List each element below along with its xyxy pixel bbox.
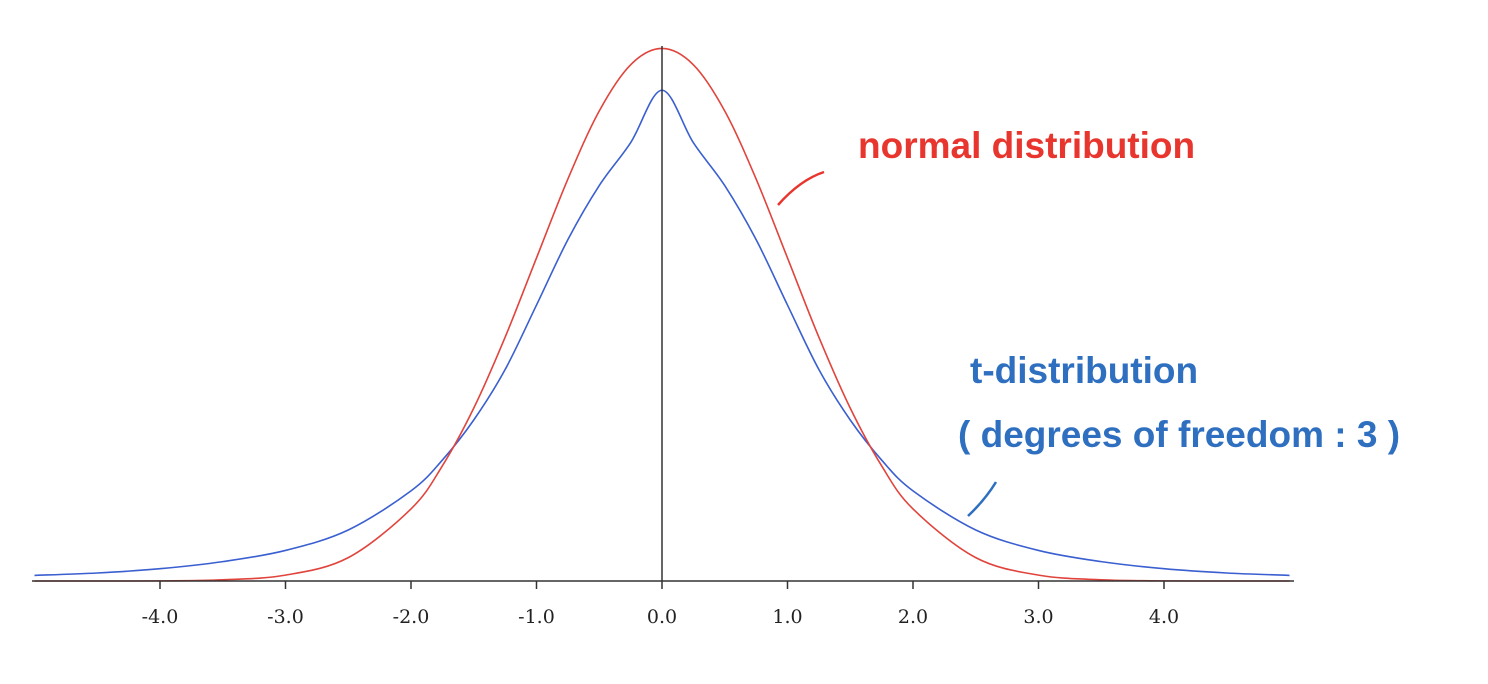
normal-callout-stroke <box>777 170 825 206</box>
t-distribution-label: t-distribution <box>970 350 1198 391</box>
x-tick-label: -4.0 <box>142 606 179 628</box>
normal-distribution-label: normal distribution <box>858 125 1195 166</box>
x-tick-label: 3.0 <box>1023 606 1053 628</box>
x-tick-label: 4.0 <box>1149 606 1179 628</box>
t-callout-stroke <box>967 481 998 517</box>
x-tick-label: 1.0 <box>772 606 802 628</box>
x-tick-label: -1.0 <box>518 606 555 628</box>
degrees-of-freedom-label: ( degrees of freedom : 3 ) <box>958 414 1400 455</box>
x-axis-ticks: -4.0 -3.0 -2.0 -1.0 0.0 1.0 2.0 3.0 4.0 <box>142 581 1179 628</box>
x-tick-label: 2.0 <box>898 606 928 628</box>
x-tick-label: -3.0 <box>267 606 304 628</box>
x-tick-label: -2.0 <box>393 606 430 628</box>
x-tick-label: 0.0 <box>647 606 677 628</box>
